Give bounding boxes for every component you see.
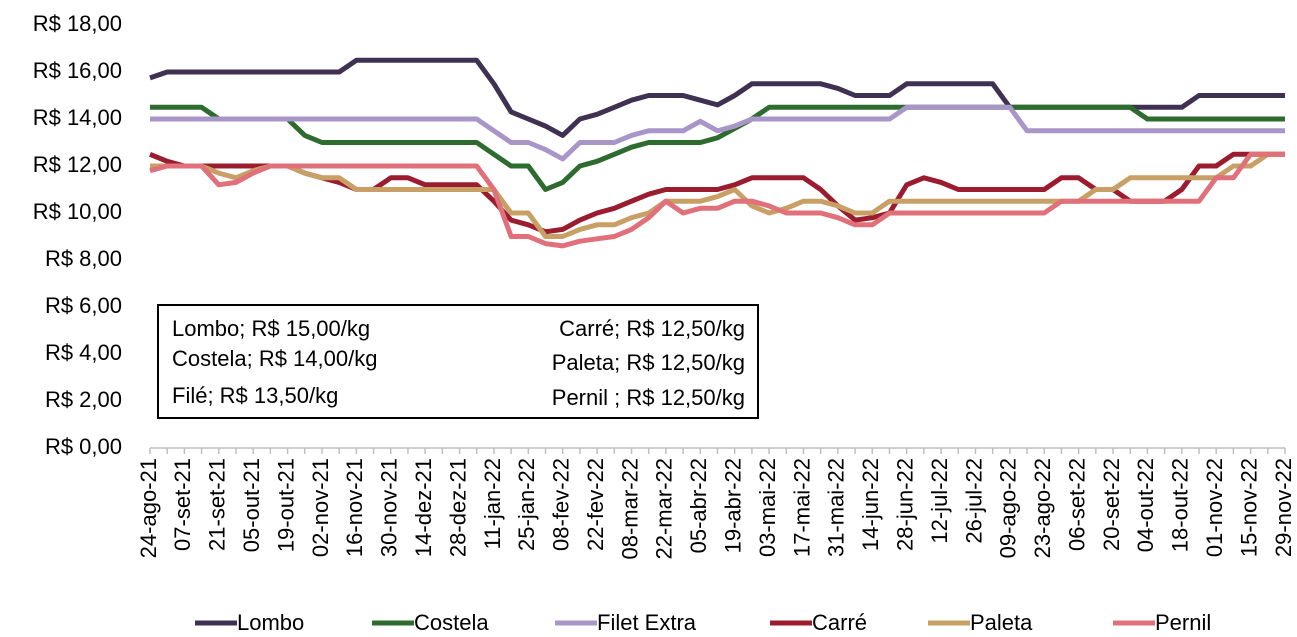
series-line bbox=[149, 57, 1285, 138]
x-tick-label: 05-abr-22 bbox=[686, 458, 711, 553]
annotation: Paleta; R$ 12,50/kg bbox=[552, 350, 745, 375]
x-tick-label: 23-ago-22 bbox=[1030, 458, 1055, 558]
x-tick-label: 14-dez-21 bbox=[411, 458, 436, 557]
x-tick-label: 19-abr-22 bbox=[721, 458, 746, 553]
y-tick-label: R$ 0,00 bbox=[45, 434, 122, 459]
x-tick-label: 20-set-22 bbox=[1099, 458, 1124, 551]
x-tick-label: 09-ago-22 bbox=[996, 458, 1021, 558]
x-tick-label: 22-fev-22 bbox=[583, 458, 608, 551]
y-tick-label: R$ 2,00 bbox=[45, 387, 122, 412]
x-tick-label: 03-mai-22 bbox=[755, 458, 780, 557]
y-tick-label: R$ 4,00 bbox=[45, 340, 122, 365]
x-tick-label: 02-nov-21 bbox=[308, 458, 333, 557]
x-tick-label: 31-mai-22 bbox=[824, 458, 849, 557]
x-tick-label: 14-jun-22 bbox=[858, 458, 883, 551]
series-line bbox=[150, 151, 1285, 239]
legend-label: Costela bbox=[414, 610, 489, 635]
series-line bbox=[150, 104, 1285, 192]
legend-label: Pernil bbox=[1155, 610, 1211, 635]
x-tick-label: 08-fev-22 bbox=[549, 458, 574, 551]
x-tick-label: 26-jul-22 bbox=[961, 458, 986, 544]
y-tick-label: R$ 16,00 bbox=[33, 58, 122, 83]
series-line bbox=[150, 104, 1285, 162]
annotation: Carré; R$ 12,50/kg bbox=[559, 316, 745, 341]
x-tick-label: 22-mar-22 bbox=[652, 458, 677, 559]
x-tick-label: 17-mai-22 bbox=[789, 458, 814, 557]
x-tick-label: 04-out-22 bbox=[1133, 458, 1158, 552]
y-tick-label: R$ 8,00 bbox=[45, 246, 122, 271]
x-tick-label: 05-out-21 bbox=[239, 458, 264, 552]
x-tick-label: 08-mar-22 bbox=[617, 458, 642, 559]
x-tick-label: 18-out-22 bbox=[1168, 458, 1193, 552]
annotation: Lombo; R$ 15,00/kg bbox=[172, 316, 370, 341]
x-tick-label: 30-nov-21 bbox=[377, 458, 402, 557]
legend-label: Lombo bbox=[237, 610, 304, 635]
x-tick-label: 19-out-21 bbox=[273, 458, 298, 552]
x-tick-label: 01-nov-22 bbox=[1202, 458, 1227, 557]
x-tick-label: 06-set-22 bbox=[1064, 458, 1089, 551]
x-tick-label: 28-jun-22 bbox=[892, 458, 917, 551]
x-tick-label: 12-jul-22 bbox=[927, 458, 952, 544]
legend-label: Carré bbox=[812, 610, 867, 635]
annotation: Costela; R$ 14,00/kg bbox=[172, 346, 377, 371]
y-tick-label: R$ 12,00 bbox=[33, 152, 122, 177]
x-tick-label: 29-nov-22 bbox=[1271, 458, 1296, 557]
x-tick-label: 11-jan-22 bbox=[480, 458, 505, 549]
x-tick-label: 28-dez-21 bbox=[445, 458, 470, 557]
x-tick-label: 07-set-21 bbox=[170, 458, 195, 551]
y-tick-label: R$ 10,00 bbox=[33, 199, 122, 224]
series-line bbox=[149, 151, 1285, 249]
x-tick-label: 16-nov-21 bbox=[342, 458, 367, 557]
x-tick-label: 21-set-21 bbox=[205, 458, 230, 551]
y-tick-label: R$ 14,00 bbox=[33, 105, 122, 130]
x-tick-label: 25-jan-22 bbox=[514, 458, 539, 551]
legend-label: Paleta bbox=[970, 610, 1033, 635]
annotation: Pernil ; R$ 12,50/kg bbox=[552, 385, 745, 410]
x-tick-label: 15-nov-22 bbox=[1236, 458, 1261, 557]
legend-label: Filet Extra bbox=[597, 610, 697, 635]
y-tick-label: R$ 18,00 bbox=[33, 11, 122, 36]
annotation-box bbox=[157, 304, 759, 419]
y-tick-label: R$ 6,00 bbox=[45, 293, 122, 318]
x-tick-label: 24-ago-21 bbox=[136, 458, 161, 558]
annotation: Filé; R$ 13,50/kg bbox=[172, 383, 338, 408]
